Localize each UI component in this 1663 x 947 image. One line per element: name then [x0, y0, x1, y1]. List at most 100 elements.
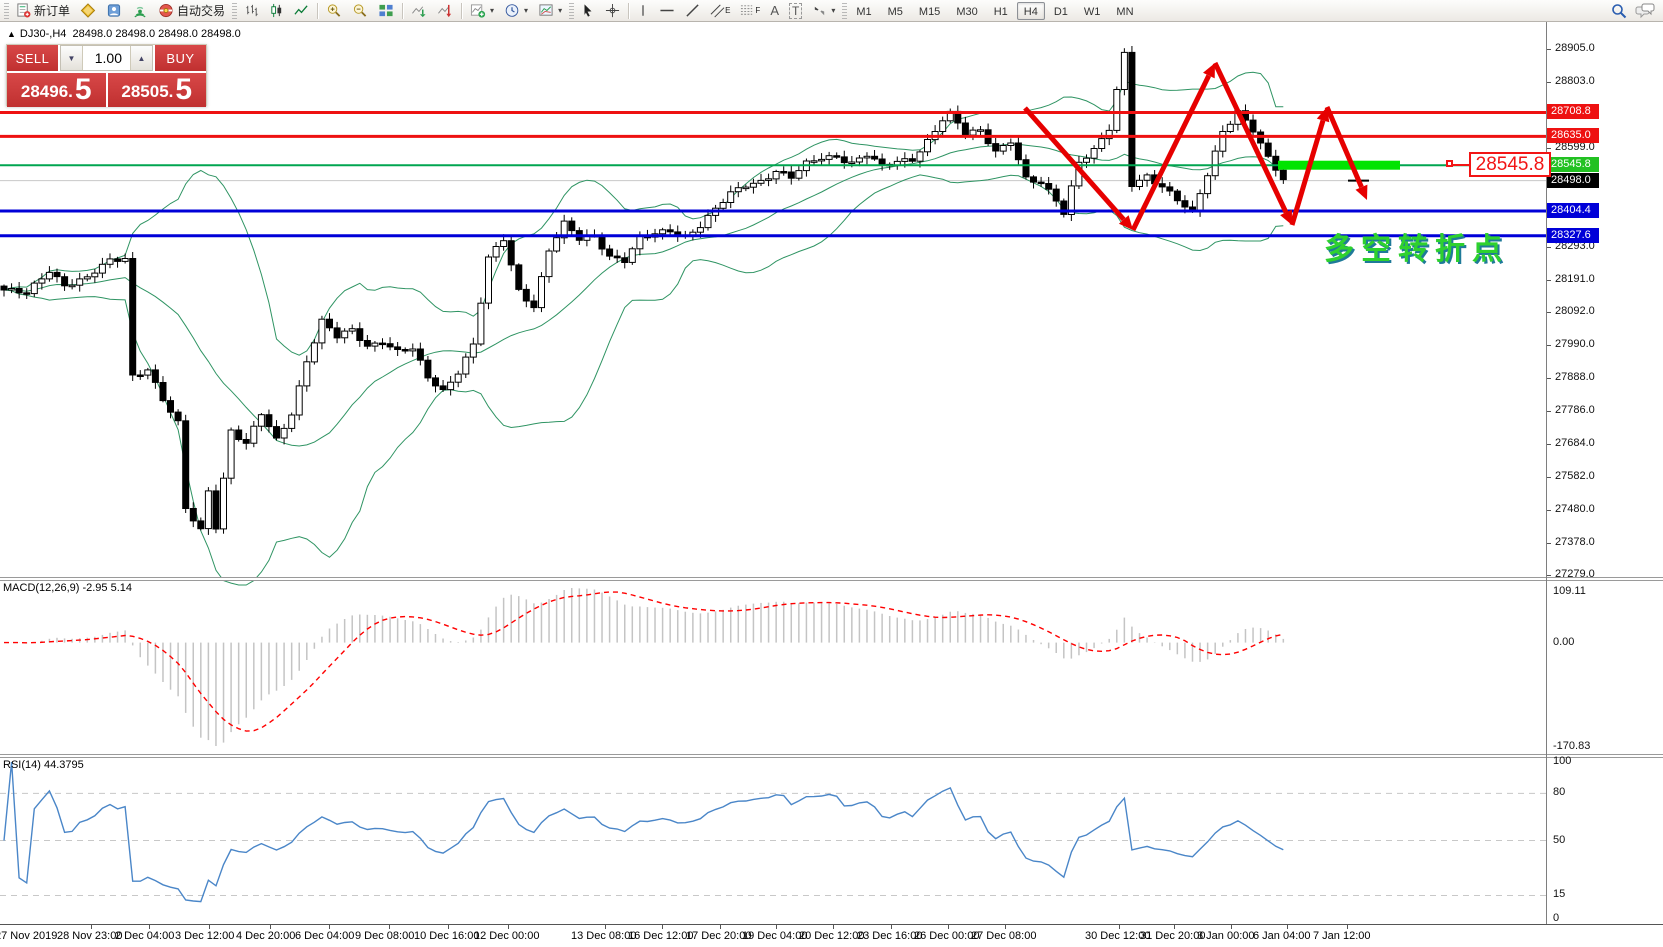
toolbar-grip[interactable]: [232, 2, 238, 19]
chat-icon[interactable]: [1635, 3, 1655, 19]
one-click-trading-panel: SELL ▼ 1.00 ▲ BUY 28496. 5 28505. 5: [6, 44, 207, 107]
callout-handle[interactable]: [1446, 160, 1453, 168]
templates-button[interactable]: ▾: [533, 1, 567, 21]
auto-scroll-button[interactable]: [406, 1, 432, 21]
zoom-out-button[interactable]: [347, 1, 373, 21]
macd-axis-max: 109.11: [1553, 585, 1586, 597]
candlestick-chart-button[interactable]: [264, 1, 289, 21]
crosshair-icon: [606, 3, 620, 18]
toolbar-grip[interactable]: [569, 2, 575, 19]
time-axis[interactable]: 27 Nov 2019 28 Nov 23:00 2 Dec 04:00 3 Dec …: [0, 924, 1663, 947]
time-label: 3 Dec 12:00: [175, 930, 235, 942]
bar-chart-button[interactable]: [239, 1, 264, 21]
market-watch-button[interactable]: [75, 1, 101, 21]
chart-shift-icon: [438, 4, 452, 18]
indicators-button[interactable]: ▾: [465, 1, 499, 21]
timeframe-button-mn[interactable]: MN: [1116, 5, 1134, 18]
volume-input[interactable]: 1.00: [83, 46, 130, 70]
timeframe-button-h1[interactable]: H1: [993, 5, 1008, 18]
horizontal-line-tool-button[interactable]: [654, 1, 680, 21]
time-label: 2 Dec 04:00: [115, 930, 175, 942]
new-order-button[interactable]: 新订单: [11, 1, 75, 21]
signals-button[interactable]: [127, 1, 153, 21]
gold-diamond-icon: [80, 3, 96, 18]
rsi-axis-label: 80: [1553, 786, 1566, 798]
sell-price-dot: .: [68, 82, 73, 101]
time-label: 23 Dec 16:00: [857, 930, 923, 942]
timeframe-button-m30[interactable]: M30: [956, 5, 978, 18]
sell-button[interactable]: SELL: [7, 45, 58, 71]
timeframe-button-m15[interactable]: M15: [918, 5, 941, 18]
sell-price-main: 28496: [20, 82, 69, 101]
buy-price[interactable]: 28505. 5: [107, 73, 206, 107]
time-label: 31 Dec 20:00: [1140, 930, 1206, 942]
equidistant-channel-tool-button[interactable]: E: [705, 1, 735, 21]
timeframe-button-h4[interactable]: H4: [1016, 1, 1045, 20]
time-label: 27 Nov 2019: [0, 930, 58, 942]
tile-windows-button[interactable]: [373, 1, 399, 21]
clock-icon: [505, 4, 519, 17]
timeframe-button-m5[interactable]: M5: [887, 5, 903, 18]
volume-up-button[interactable]: ▲: [130, 46, 152, 70]
dropdown-arrow: ▾: [524, 6, 529, 15]
time-label: 26 Dec 00:00: [914, 930, 980, 942]
toolbar-grip[interactable]: [842, 2, 848, 19]
price-axis-border: [1546, 22, 1547, 947]
channel-letter: E: [725, 6, 731, 15]
rsi-pane-separator[interactable]: [0, 754, 1663, 758]
chart-window[interactable]: ▲ DJ30-,H4 28498.0 28498.0 28498.0 28498.…: [0, 22, 1663, 947]
text-label-tool-button[interactable]: T: [784, 1, 807, 21]
buy-price-dot: .: [168, 82, 174, 101]
cursor-icon: [584, 4, 592, 17]
sell-price[interactable]: 28496. 5: [7, 73, 106, 107]
zoom-in-button[interactable]: [321, 1, 347, 21]
autotrading-label: 自动交易: [177, 4, 226, 18]
ohlc-values: 28498.0 28498.0 28498.0 28498.0: [72, 28, 241, 40]
vertical-line-icon: [642, 5, 644, 16]
rsi-axis-label: 15: [1553, 888, 1566, 900]
autotrading-icon: [159, 3, 173, 18]
data-window-button[interactable]: [101, 1, 127, 21]
fibonacci-tool-button[interactable]: F: [735, 1, 765, 21]
buy-price-main: 28505: [121, 82, 169, 101]
sell-price-pip: 5: [74, 73, 92, 106]
vertical-line-tool-button[interactable]: [632, 1, 654, 21]
bar-chart-icon: [246, 4, 258, 17]
arrows-tool-button[interactable]: ▾: [807, 1, 840, 21]
timeframe-button-m1[interactable]: M1: [856, 5, 872, 18]
toolbar-grip[interactable]: [4, 2, 9, 19]
text-tool-button[interactable]: A: [765, 1, 784, 21]
search-icon[interactable]: [1611, 3, 1627, 19]
autotrading-button[interactable]: 自动交易: [153, 1, 230, 21]
macd-label: MACD(12,26,9) -2.95 5.14: [3, 582, 133, 594]
timeframe-button-d1[interactable]: D1: [1053, 5, 1068, 18]
periods-button[interactable]: ▾: [499, 1, 533, 21]
macd-pane-separator[interactable]: [0, 577, 1663, 581]
price-callout-box[interactable]: 28545.8: [1469, 152, 1551, 178]
shapes-icon: [815, 5, 825, 16]
dropdown-arrow: ▾: [831, 6, 836, 15]
time-label: 3 Jan 00:00: [1197, 930, 1255, 942]
chinese-annotation[interactable]: 多空转折点: [1324, 232, 1509, 266]
buy-button[interactable]: BUY: [155, 45, 206, 71]
timeframe-button-w1[interactable]: W1: [1083, 5, 1101, 18]
volume-down-button[interactable]: ▼: [61, 46, 83, 70]
crosshair-tool-button[interactable]: [600, 1, 625, 21]
trendline-tool-button[interactable]: [680, 1, 705, 21]
buy-price-pip: 5: [175, 73, 193, 106]
time-label: 10 Dec 16:00: [414, 930, 480, 942]
fibo-letter: F: [755, 6, 761, 15]
label-tool-icon: T: [788, 2, 803, 19]
time-label: 9 Dec 08:00: [355, 930, 415, 942]
horizontal-line-icon: [660, 9, 674, 12]
zoom-in-icon: [327, 4, 341, 17]
cursor-tool-button[interactable]: [576, 1, 600, 21]
price-line-label: 28498.0: [1547, 173, 1599, 188]
text-tool-icon: A: [770, 3, 779, 18]
line-chart-button[interactable]: [289, 1, 314, 21]
chart-shift-button[interactable]: [432, 1, 458, 21]
tile-windows-icon: [379, 4, 393, 17]
time-label: 4 Dec 20:00: [236, 930, 296, 942]
chart-symbol-header: ▲ DJ30-,H4 28498.0 28498.0 28498.0 28498.…: [7, 28, 241, 40]
